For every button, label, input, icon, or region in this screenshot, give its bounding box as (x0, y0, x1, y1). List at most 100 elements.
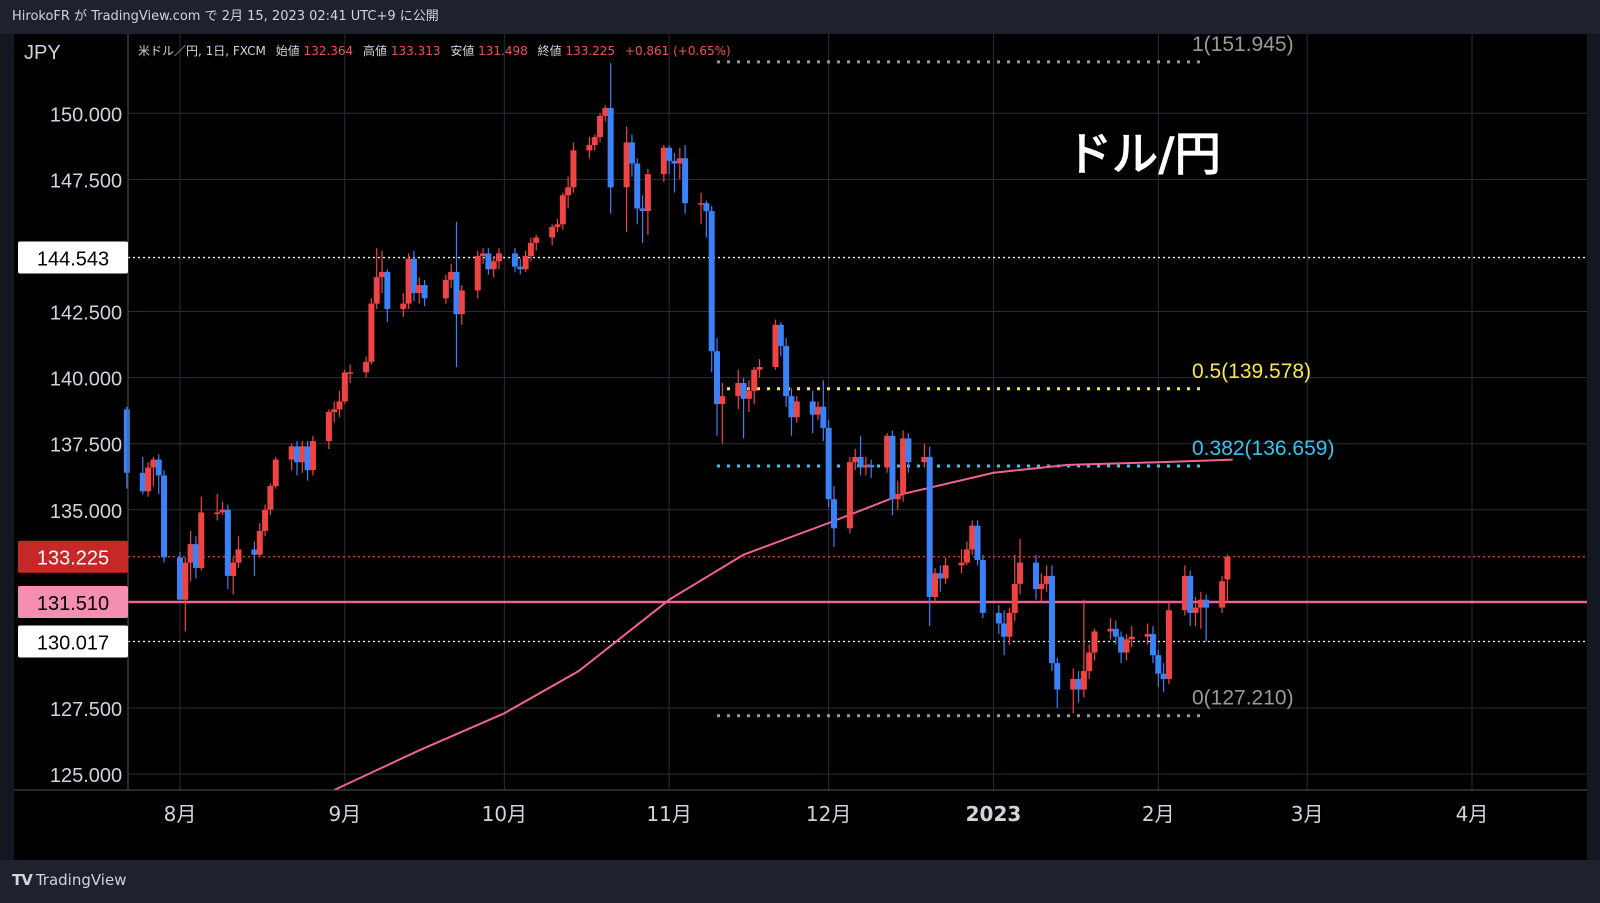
x-axis[interactable]: 8月 9月 10月 11月 12月 2023 2月 3月 4月 (164, 802, 1489, 826)
candle-body (1075, 678, 1082, 690)
x-tick-label: 11月 (646, 802, 691, 826)
candle-body (1203, 599, 1210, 608)
x-tick-label: 9月 (328, 802, 361, 826)
candle (820, 380, 827, 442)
candle (1123, 634, 1130, 661)
fib-level-label: 1(151.945) (1192, 34, 1294, 56)
y-axis[interactable]: 150.000 147.500 142.500 140.000 137.500 135.0… (50, 104, 122, 787)
candle-body (868, 464, 875, 468)
candle-body (745, 390, 752, 399)
candle (1038, 573, 1045, 603)
candle-body (974, 525, 981, 561)
candle (1192, 597, 1199, 627)
candle (644, 168, 651, 235)
candle-body (900, 438, 907, 494)
candle (602, 105, 609, 122)
fibonacci-retracement[interactable]: 1(151.945) 0.5(139.578) 0.382(136.659) 0(12… (717, 34, 1334, 718)
fib-level-label: 0.382(136.659) (1192, 437, 1334, 460)
candle-body (219, 509, 226, 513)
candle (325, 409, 332, 450)
candle (1149, 626, 1156, 664)
x-tick-label: 10月 (482, 802, 527, 826)
candle (379, 250, 386, 294)
candle-body (660, 147, 667, 175)
candle (745, 380, 752, 412)
legend-change-value: +0.861 (+0.65%) (625, 44, 731, 58)
candle-body (256, 530, 263, 555)
candle-body (150, 459, 157, 468)
candle-body (139, 472, 146, 492)
candle (522, 250, 529, 272)
candle-body (607, 108, 614, 188)
candle-body (1033, 562, 1040, 590)
legend-close-value: 133.225 (565, 44, 615, 58)
candle (192, 536, 199, 579)
candle (591, 134, 598, 151)
candle-body (1048, 575, 1055, 664)
tradingview-logo[interactable]: TV TradingView (12, 871, 126, 889)
candle-body (931, 573, 938, 598)
candle (825, 419, 832, 508)
price-label-bg (18, 540, 128, 573)
candle (926, 446, 933, 627)
candle (570, 142, 577, 193)
candle (400, 293, 407, 317)
candle-body (410, 258, 417, 294)
candle-body (639, 208, 646, 212)
candle-body (602, 108, 609, 116)
candle-body (570, 150, 577, 188)
candle (1011, 554, 1018, 621)
x-tick-label: 8月 (164, 802, 197, 826)
candle (453, 221, 460, 368)
candle-body (815, 406, 822, 415)
candle-body (889, 435, 896, 500)
candle-body (756, 367, 763, 370)
candle-body (740, 382, 747, 399)
candle-body (1080, 671, 1087, 690)
candle-body (400, 303, 407, 309)
candle-body (1123, 639, 1130, 653)
candle-body (634, 163, 641, 209)
price-label-text: 131.510 (37, 593, 109, 615)
candle (288, 443, 295, 471)
moving-average-layer (333, 458, 1233, 791)
candle-body (628, 142, 635, 164)
candle-body (251, 549, 258, 555)
candle-body (597, 115, 604, 138)
candle (256, 523, 263, 558)
candle-body (373, 277, 380, 304)
candle (230, 557, 237, 595)
candle-body (1091, 631, 1098, 653)
candle-body (703, 203, 710, 212)
candle (485, 248, 492, 275)
candle-body (267, 486, 274, 510)
candlestick-chart[interactable]: 1(151.945) 0.5(139.578) 0.382(136.659) 0(12… (14, 34, 1587, 860)
candle (267, 483, 274, 516)
candle (262, 504, 269, 537)
candle-body (379, 271, 386, 278)
candle (155, 454, 162, 494)
candle-body (963, 549, 970, 563)
candle (421, 279, 428, 307)
footer-bar: TV TradingView (0, 860, 1600, 903)
candle (1075, 671, 1082, 703)
candle (123, 406, 130, 489)
candle (511, 248, 518, 272)
candle-body (341, 372, 348, 402)
candle (846, 456, 853, 534)
candle-body (937, 573, 944, 579)
price-label-white: 144.543 (18, 241, 128, 274)
candle-body (783, 345, 790, 397)
chart-area[interactable]: 1(151.945) 0.5(139.578) 0.382(136.659) 0(12… (14, 34, 1587, 860)
candle (1054, 657, 1061, 709)
candle (1203, 594, 1210, 642)
candle (214, 493, 221, 521)
candle (830, 486, 837, 547)
price-label-bg (18, 241, 128, 274)
candle-body (751, 369, 758, 391)
candle-body (942, 565, 949, 579)
candle-body (309, 441, 316, 471)
candle-body (123, 409, 130, 473)
candle-body (145, 467, 152, 492)
candle-body (214, 512, 221, 514)
